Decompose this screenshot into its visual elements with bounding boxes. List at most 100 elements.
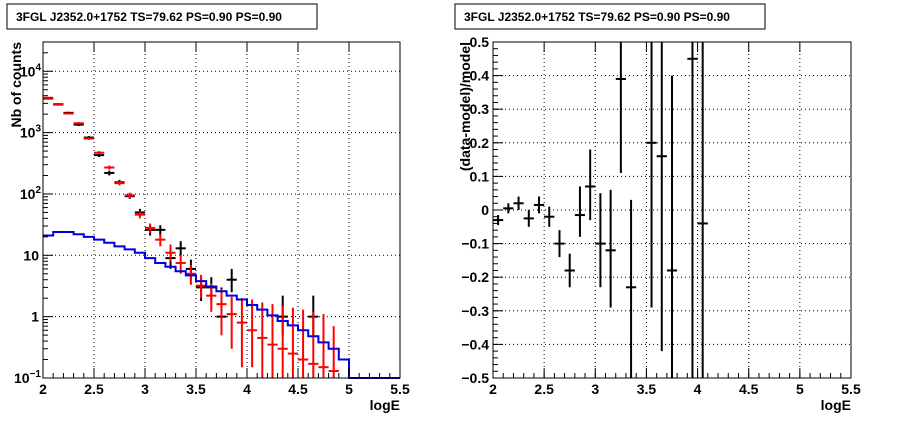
right-y-tick-label: 0.3 bbox=[470, 101, 490, 117]
left-x-axis-title: logE bbox=[370, 397, 400, 413]
right-x-tick-label: 4 bbox=[694, 381, 702, 397]
left-series-0-point bbox=[226, 268, 237, 293]
left-y-tick-label: 10−1 bbox=[14, 369, 41, 386]
left-x-tick-label: 5 bbox=[345, 381, 353, 397]
right-grid bbox=[493, 42, 851, 378]
right-x-tick-label: 2.5 bbox=[534, 381, 554, 397]
left-series-1-point bbox=[145, 223, 156, 234]
right-x-tick-label: 4.5 bbox=[739, 381, 759, 397]
right-series-0-point bbox=[625, 199, 637, 378]
left-series-1-point bbox=[206, 283, 217, 312]
left-x-tick-label: 3.5 bbox=[186, 381, 206, 397]
left-series-1-point bbox=[134, 211, 145, 219]
left-series-1-point bbox=[114, 181, 125, 186]
left-series bbox=[43, 96, 400, 379]
left-series-1-point bbox=[196, 274, 207, 299]
right-series-0-point bbox=[595, 193, 606, 288]
left-x-tick-label: 2.5 bbox=[84, 381, 104, 397]
right-series-0-point bbox=[513, 196, 524, 210]
right-series bbox=[493, 42, 708, 378]
right-title-box bbox=[454, 3, 766, 30]
right-x-tick-label: 5.5 bbox=[841, 381, 861, 397]
right-series-0-point bbox=[544, 206, 555, 227]
left-series-1-point bbox=[94, 151, 105, 155]
right-series-0-point bbox=[605, 189, 616, 308]
left-title-box bbox=[6, 3, 318, 30]
right-series-0-point bbox=[574, 186, 586, 237]
left-y-tick-label: 104 bbox=[20, 62, 42, 79]
left-x-tick-label: 4 bbox=[243, 381, 251, 397]
right-series-0-point bbox=[554, 230, 565, 258]
right-panel: 3FGL J2352.0+1752 TS=79.62 PS=0.90 PS=0.… bbox=[454, 3, 861, 413]
right-series-0-point bbox=[493, 215, 504, 226]
right-y-tick-label: −0.4 bbox=[461, 336, 489, 352]
left-series-0-point bbox=[175, 241, 186, 256]
right-y-tick-label: −0.3 bbox=[461, 303, 489, 319]
left-series-1-point bbox=[236, 298, 247, 368]
left-series-1-point bbox=[247, 299, 258, 368]
left-series-1-point bbox=[257, 302, 268, 378]
left-series-1-point bbox=[73, 122, 84, 125]
right-y-tick-label: −0.1 bbox=[461, 236, 489, 252]
left-series-1-point bbox=[63, 112, 74, 115]
left-series-1-point bbox=[155, 234, 166, 247]
left-y-axis-title: Nb of counts bbox=[8, 42, 24, 128]
right-y-tick-label: −0.2 bbox=[461, 269, 489, 285]
left-panel: 3FGL J2352.0+1752 TS=79.62 PS=0.90 PS=0.… bbox=[6, 3, 410, 413]
left-grid bbox=[43, 42, 400, 378]
left-x-tick-label: 3 bbox=[141, 381, 149, 397]
right-series-0-point bbox=[666, 75, 678, 378]
right-series-0-point bbox=[687, 42, 698, 378]
left-series-1-point bbox=[308, 311, 319, 378]
left-model-step-line bbox=[43, 230, 400, 379]
left-series-0-point bbox=[104, 170, 115, 176]
left-series-0-point bbox=[155, 225, 166, 236]
left-y-tick-label: 102 bbox=[20, 185, 42, 202]
right-ticks: 2 2.5 3 3.5 4 4.5 5 5.5 −0.5 −0.4 −0.3 −0.2 −0.1 0 0.1… bbox=[461, 34, 861, 397]
right-x-tick-label: 5 bbox=[796, 381, 804, 397]
left-title: 3FGL J2352.0+1752 TS=79.62 PS=0.90 PS=0.… bbox=[16, 10, 282, 24]
left-series-1-point bbox=[328, 326, 339, 378]
right-x-axis-title: logE bbox=[821, 397, 851, 413]
left-series-1-point bbox=[83, 137, 94, 140]
left-series-1-point bbox=[165, 244, 176, 262]
left-series-1-point bbox=[104, 165, 115, 170]
left-ticks: 2 2.5 3 3.5 4 4.5 5 5.5 10−1 1 10 102 103 104 bbox=[14, 42, 410, 397]
left-series-1-point bbox=[124, 192, 135, 199]
right-y-tick-label: 0.4 bbox=[470, 68, 490, 84]
right-y-tick-label: 0.5 bbox=[470, 34, 490, 50]
right-series-0-point bbox=[697, 42, 708, 378]
left-series-1-point bbox=[267, 304, 278, 378]
right-x-tick-label: 2 bbox=[489, 381, 497, 397]
left-series-1-point bbox=[226, 296, 237, 349]
left-plot-frame bbox=[42, 41, 401, 379]
right-series-0-point bbox=[615, 42, 626, 174]
left-series-1-point bbox=[277, 305, 288, 378]
left-x-tick-label: 2 bbox=[39, 381, 47, 397]
right-y-tick-label: −0.5 bbox=[461, 370, 489, 386]
left-x-tick-label: 5.5 bbox=[390, 381, 410, 397]
left-series-1-point bbox=[216, 289, 227, 336]
left-series-1-point bbox=[298, 309, 309, 378]
right-series-0-point bbox=[585, 149, 596, 221]
left-series-1-point bbox=[53, 103, 64, 106]
right-series-0-point bbox=[533, 196, 545, 214]
left-series-1-point bbox=[318, 314, 329, 378]
right-x-tick-label: 3 bbox=[591, 381, 599, 397]
right-y-tick-label: 0.1 bbox=[470, 168, 490, 184]
right-series-0-point bbox=[656, 42, 667, 352]
right-y-tick-label: 0.2 bbox=[470, 135, 490, 151]
left-y-tick-label: 10 bbox=[23, 247, 39, 263]
left-y-tick-label: 103 bbox=[20, 124, 42, 141]
left-y-tick-label: 1 bbox=[31, 309, 39, 325]
right-series-0-point bbox=[646, 42, 657, 308]
left-series-1-point bbox=[43, 96, 54, 99]
right-series-0-point bbox=[503, 203, 514, 214]
right-series-0-point bbox=[564, 253, 575, 288]
left-series-1-point bbox=[287, 307, 298, 378]
right-y-tick-label: 0 bbox=[481, 202, 489, 218]
right-x-tick-label: 3.5 bbox=[637, 381, 657, 397]
right-y-axis-title: (data-model)/model bbox=[457, 42, 473, 171]
right-title: 3FGL J2352.0+1752 TS=79.62 PS=0.90 PS=0.… bbox=[464, 10, 730, 24]
